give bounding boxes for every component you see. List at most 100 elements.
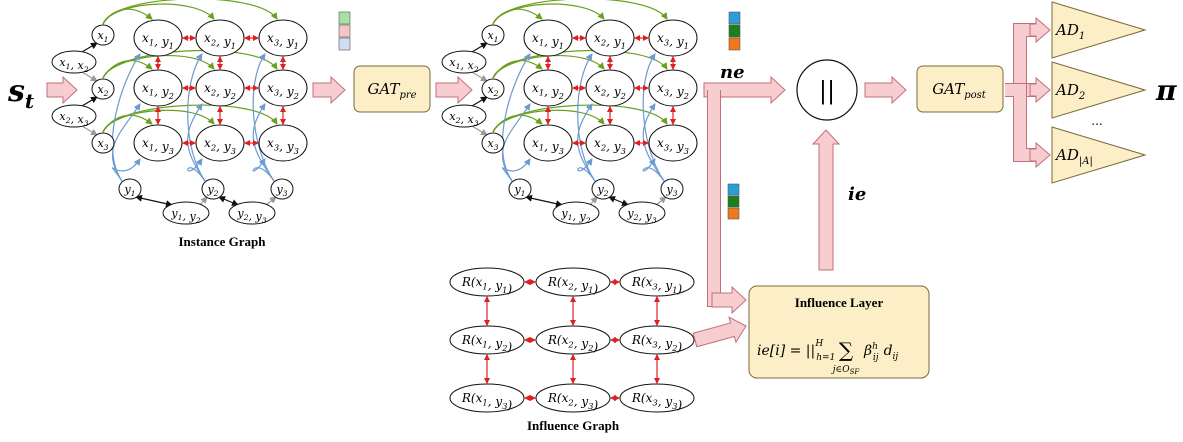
influence-graph-caption: Influence Graph	[527, 418, 620, 433]
instance-xy-node-1-2-shape	[195, 19, 245, 57]
instance-yy-edge-3	[265, 196, 277, 206]
processed-xx-edge-2	[471, 96, 488, 107]
instance-yy-edge-1	[199, 196, 208, 206]
instance-xx-node-2: x2, x3	[51, 104, 97, 128]
processed-xy-node-3-2-shape	[585, 124, 635, 162]
processed-blue-edge-2-2	[642, 158, 665, 182]
instance-xy-node-3-2-shape	[195, 124, 245, 162]
instance-x-node-3-shape	[91, 132, 115, 154]
branch-to-head-1-fill	[1005, 24, 1038, 96]
instance-xy-node-3-1-label: x1, y3	[142, 136, 174, 156]
instance-xy-node-1-1-label: x1, y1	[142, 31, 174, 51]
instance-y-node-2-label: y2	[206, 183, 218, 198]
influence-node-2-1: R(x1, y2)	[449, 325, 525, 355]
influence-node-1-3: R(x3, y1)	[619, 267, 695, 297]
processed-blue-edge-2-0	[642, 53, 665, 182]
influence-node-2-3: R(x3, y2)	[619, 325, 695, 355]
influence-node-2-2: R(x2, y2)	[535, 325, 611, 355]
instance-blue-edge-0-0	[111, 53, 141, 182]
head-arrow-2	[1029, 76, 1051, 104]
processed-xy-node-3-1-shape	[523, 124, 573, 162]
instance-xy-node-3-2: x2, y3	[195, 124, 245, 162]
processed-x-node-2-shape	[481, 78, 505, 100]
processed-xy-node-1-3: x3, y1	[648, 19, 698, 57]
instance-xy-node-2-3-shape	[258, 69, 308, 107]
processed-y-node-1-label: y1	[513, 183, 525, 198]
processed-x-node-2: x2	[481, 78, 505, 100]
concat-node: ||	[796, 59, 858, 121]
instance-xx-node-1: x1, x2	[51, 50, 97, 74]
instance-xy-node-2-2-shape	[195, 69, 245, 107]
pipeline: st GATpre ne Influence Layer ie[i] = ||h=1H ∑…	[7, 1, 1177, 379]
influence-sum-subscript: j∈OSF	[831, 365, 861, 376]
processed-yy-node-2: y2, y3	[618, 201, 666, 225]
instance-y-node-3-shape	[270, 178, 294, 200]
instance-x-node-3-label: x3	[97, 137, 108, 152]
instance-xx-edge-2	[81, 96, 98, 107]
instance-xy-node-3-3: x3, y3	[258, 124, 308, 162]
ne-label: ne	[720, 62, 745, 83]
ne-arrow	[703, 75, 786, 105]
processed-xx-edge-3	[471, 125, 488, 136]
instance-xy-node-1-3: x3, y1	[258, 19, 308, 57]
processed-xy-node-3-2: x2, y3	[585, 124, 635, 162]
influence-node-3-2: R(x2, y3)	[535, 383, 611, 413]
arrow-to-gat-pre	[312, 75, 346, 105]
ne-down-arrow-head	[711, 285, 747, 315]
action-head-1-shape	[1051, 1, 1147, 59]
processed-xx-node-2-shape	[441, 104, 487, 128]
instance-x-node-2-label: x2	[97, 83, 108, 98]
action-head-3: AD|A|	[1051, 126, 1147, 184]
processed-green-edge-0-1	[492, 3, 605, 25]
instance-yy-node-2-shape	[228, 201, 276, 225]
processed-yy-edge-2	[608, 196, 629, 206]
processed-swatch-3	[728, 37, 741, 51]
instance-xy-node-3-2-label: x2, y3	[204, 136, 236, 156]
instance-green-edge-2-2	[102, 104, 278, 133]
influence-node-1-2-label: R(x2, y1)	[547, 275, 599, 296]
instance-yy-edge-0	[135, 194, 173, 208]
instance-y-node-2-shape	[201, 178, 225, 200]
instance-green-edge-0-0	[102, 8, 153, 25]
instance-green-edge-2-1	[102, 109, 215, 133]
ie-arrow	[811, 129, 841, 271]
processed-x-node-3: x3	[481, 132, 505, 154]
influence-node-3-1-shape	[449, 383, 525, 413]
influence-node-3-3: R(x3, y3)	[619, 383, 695, 413]
ie-label: ie	[848, 184, 866, 205]
influence-node-3-3-shape	[619, 383, 695, 413]
instance-xy-node-1-2: x2, y1	[195, 19, 245, 57]
processed-blue-edge-0-1	[501, 103, 531, 182]
instance-x-node-1-shape	[91, 24, 115, 46]
ne-swatch-3	[727, 207, 740, 220]
gat-pre-box: GATpre	[353, 65, 431, 113]
instance-xy-node-1-1: x1, y1	[133, 19, 183, 57]
processed-xy-node-3-1: x1, y3	[523, 124, 573, 162]
influence-node-3-2-shape	[535, 383, 611, 413]
instance-yy-node-2-label: y2, y3	[236, 207, 266, 225]
instance-x-node-1: x1	[91, 24, 115, 46]
processed-swatch-1	[728, 11, 741, 25]
instance-y-node-1-shape	[118, 178, 142, 200]
instance-x-node-2-shape	[91, 78, 115, 100]
instance-swatch-2	[338, 24, 351, 38]
gat-post-label: GATpost	[932, 80, 987, 101]
processed-xy-node-3-2-label: x2, y3	[594, 136, 626, 156]
output-policy-label: π	[1155, 74, 1177, 107]
processed-xx-node-1-shape	[441, 50, 487, 74]
instance-y-node-1-label: y1	[123, 183, 135, 198]
concat-symbol: ||	[819, 77, 835, 106]
instance-blue-edge-2-2	[252, 158, 275, 182]
concat-circle	[796, 59, 858, 121]
instance-xy-node-3-3-shape	[258, 124, 308, 162]
processed-xy-node-1-3-shape	[648, 19, 698, 57]
instance-yy-node-2: y2, y3	[228, 201, 276, 225]
influence-layer-rect	[748, 285, 930, 379]
instance-xx-edge-1	[81, 71, 98, 82]
instance-xy-node-2-1-label: x1, y2	[142, 81, 174, 101]
instance-y-node-2: y2	[201, 178, 225, 200]
processed-yy-edge-1	[589, 196, 598, 206]
instance-xy-node-3-1-shape	[133, 124, 183, 162]
processed-swatch-2	[728, 24, 741, 38]
